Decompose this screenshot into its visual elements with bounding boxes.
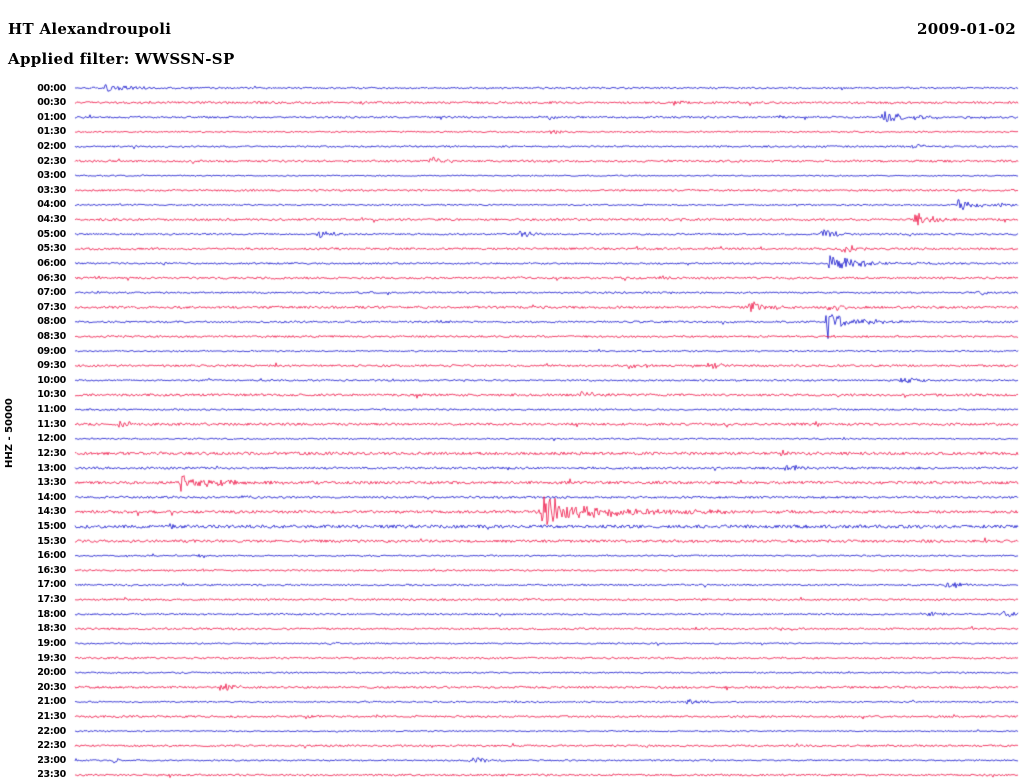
- time-label: 18:30: [37, 623, 66, 635]
- record-date: 2009-01-02: [917, 20, 1016, 38]
- time-label: 06:30: [37, 272, 66, 284]
- time-label: 03:00: [37, 170, 66, 182]
- time-label: 17:00: [37, 579, 66, 591]
- time-label: 20:00: [37, 667, 66, 679]
- time-label: 14:00: [37, 491, 66, 503]
- time-label: 13:00: [37, 462, 66, 474]
- time-label: 09:30: [37, 360, 66, 372]
- time-label: 22:00: [37, 725, 66, 737]
- time-label: 02:00: [37, 140, 66, 152]
- time-label: 19:30: [37, 652, 66, 664]
- time-label: 21:00: [37, 696, 66, 708]
- time-label: 04:00: [37, 199, 66, 211]
- time-label: 00:00: [37, 82, 66, 94]
- time-label: 02:30: [37, 155, 66, 167]
- time-label: 20:30: [37, 681, 66, 693]
- time-label: 10:30: [37, 389, 66, 401]
- time-label: 23:00: [37, 754, 66, 766]
- time-label: 08:00: [37, 316, 66, 328]
- time-label: 03:30: [37, 184, 66, 196]
- time-label: 01:30: [37, 126, 66, 138]
- time-label: 21:30: [37, 711, 66, 723]
- time-label: 16:00: [37, 550, 66, 562]
- time-label: 17:30: [37, 594, 66, 606]
- time-label: 07:30: [37, 301, 66, 313]
- time-axis: 00:00 00:30 01:00 01:30 02:00 02:30 03:00 03:30…: [0, 0, 68, 780]
- time-label: 09:00: [37, 345, 66, 357]
- time-label: 04:30: [37, 214, 66, 226]
- time-label: 08:30: [37, 330, 66, 342]
- time-label: 07:00: [37, 287, 66, 299]
- time-label: 15:30: [37, 535, 66, 547]
- time-label: 12:30: [37, 447, 66, 459]
- time-label: 11:30: [37, 418, 66, 430]
- time-label: 14:30: [37, 506, 66, 518]
- station-title: HT Alexandroupoli: [8, 20, 172, 38]
- time-label: 11:00: [37, 404, 66, 416]
- time-label: 19:00: [37, 637, 66, 649]
- applied-filter-label: Applied filter: WWSSN-SP: [8, 50, 235, 68]
- time-label: 23:30: [37, 769, 66, 780]
- time-label: 10:00: [37, 374, 66, 386]
- time-label: 05:30: [37, 243, 66, 255]
- time-label: 05:00: [37, 228, 66, 240]
- time-label: 12:00: [37, 433, 66, 445]
- time-label: 16:30: [37, 564, 66, 576]
- time-label: 15:00: [37, 521, 66, 532]
- time-label: 22:30: [37, 740, 66, 752]
- time-label: 01:00: [37, 111, 66, 123]
- time-label: 00:30: [37, 97, 66, 109]
- time-label: 06:00: [37, 257, 66, 269]
- time-label: 18:00: [37, 608, 66, 620]
- time-label: 13:30: [37, 477, 66, 489]
